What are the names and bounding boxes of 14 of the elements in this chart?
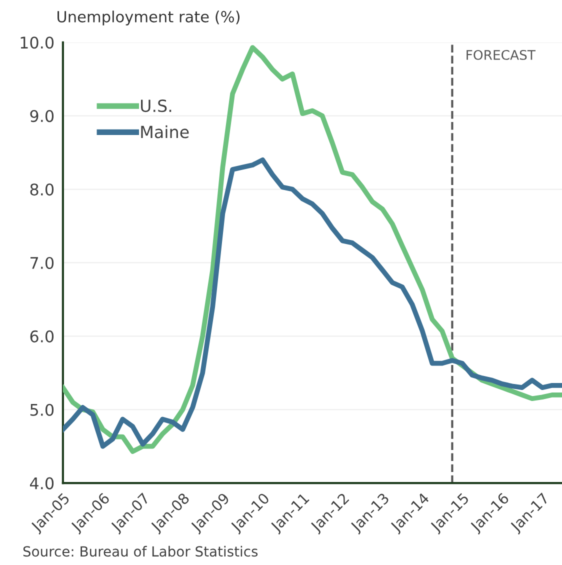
y-tick-label: 7.0 xyxy=(30,256,54,270)
y-tick-label: 10.0 xyxy=(20,36,54,49)
legend-label: Maine xyxy=(141,125,189,138)
y-tick-label: 9.0 xyxy=(30,110,54,122)
ref-line-label: FORECAST xyxy=(466,50,536,60)
y-tick-label: 5.0 xyxy=(30,404,54,416)
line-series xyxy=(62,157,562,449)
source-note: Source: Bureau of Labor Statistics xyxy=(23,546,258,557)
y-tick-label: 8.0 xyxy=(30,183,54,196)
y-tick-label: 6.0 xyxy=(30,330,54,342)
y-tick-label: 4.0 xyxy=(30,477,54,490)
y-axis-title: Unemployment rate (%) xyxy=(58,10,240,26)
line-series xyxy=(62,45,562,454)
legend-label: U.S. xyxy=(141,100,172,112)
